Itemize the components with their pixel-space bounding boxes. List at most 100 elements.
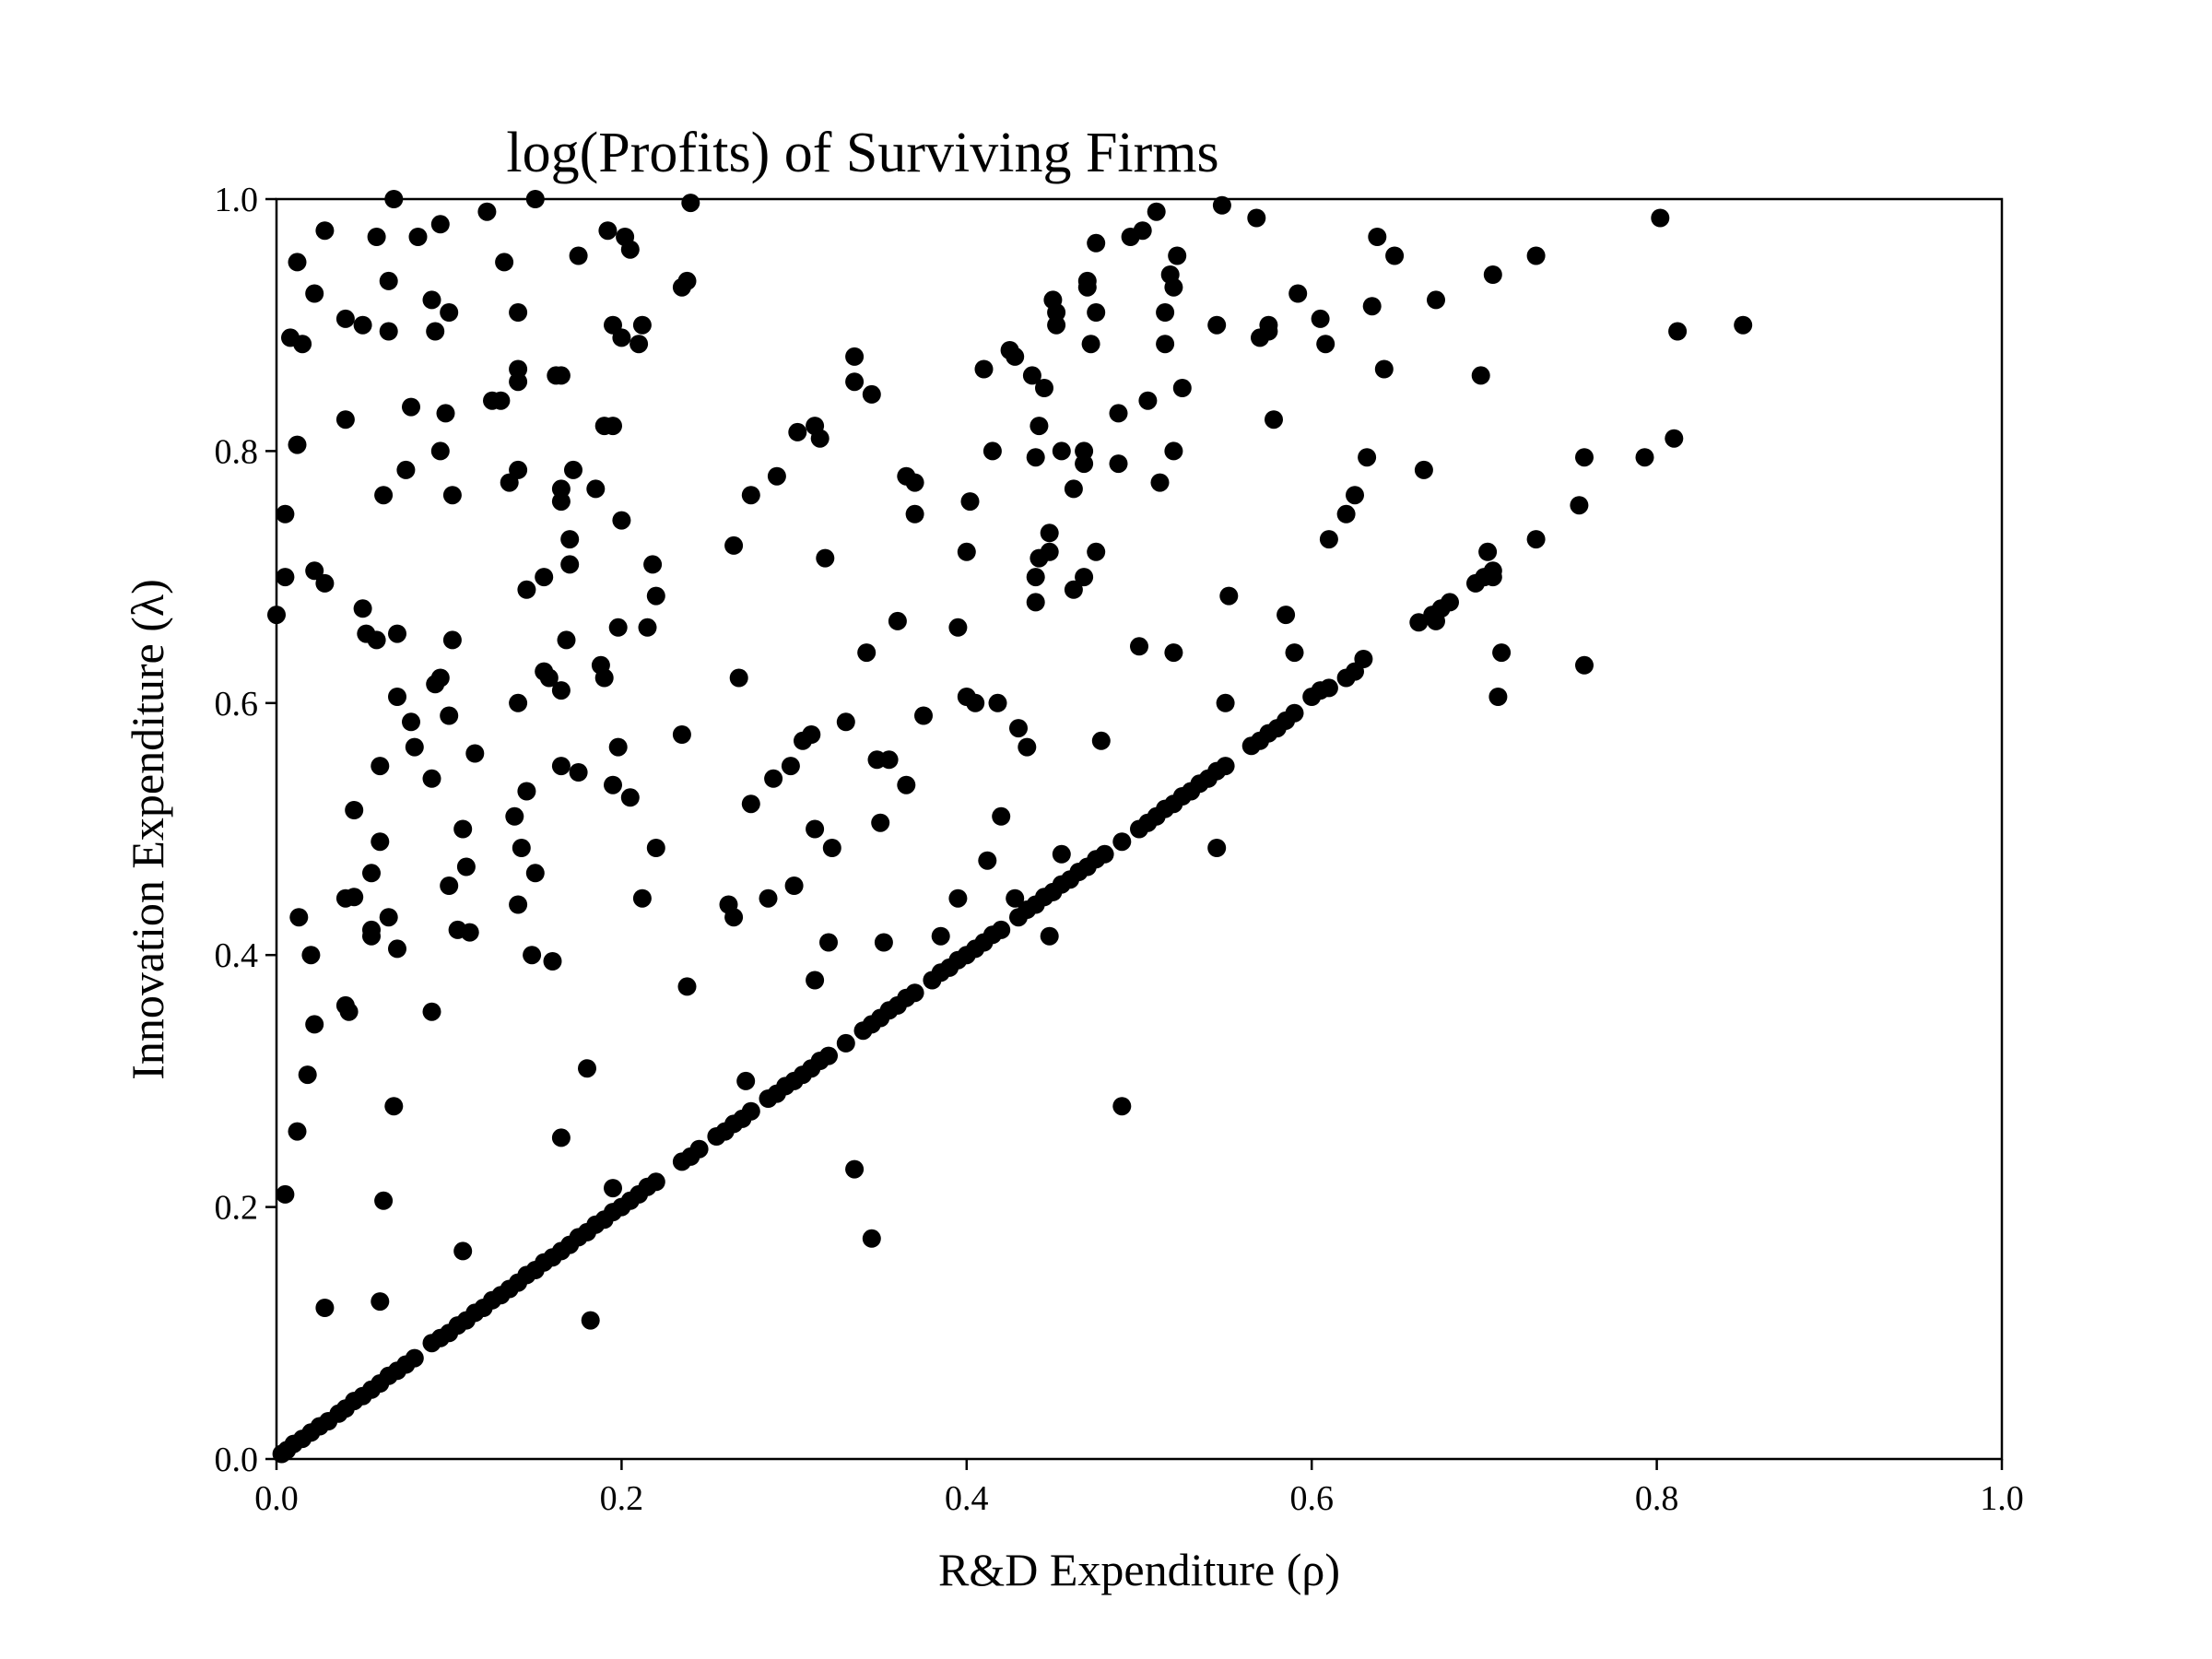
data-point [689, 1139, 709, 1159]
data-point [315, 573, 335, 593]
data-point [1319, 530, 1338, 549]
data-point [1075, 568, 1094, 587]
data-point [819, 933, 838, 952]
data-point [1030, 417, 1049, 436]
data-point [759, 888, 778, 908]
data-point [905, 983, 924, 1003]
data-point [1026, 448, 1045, 467]
data-point [638, 618, 657, 637]
data-point [1216, 693, 1235, 712]
data-point [978, 851, 997, 870]
data-point [477, 202, 497, 221]
data-point [557, 630, 576, 650]
data-point [905, 473, 924, 492]
data-point [1022, 366, 1041, 385]
data-point [1354, 650, 1373, 668]
data-point [1006, 888, 1025, 908]
data-point [1668, 322, 1688, 341]
data-point [788, 422, 807, 441]
data-point [460, 923, 479, 942]
data-point [551, 479, 571, 499]
data-point [806, 971, 825, 990]
data-point [517, 580, 536, 599]
data-point [598, 221, 618, 241]
data-point [1526, 246, 1546, 265]
data-point [293, 335, 312, 354]
data-point [362, 864, 381, 883]
data-point [1052, 441, 1071, 461]
data-point [1570, 496, 1589, 515]
data-point [1207, 839, 1227, 857]
data-point [992, 920, 1011, 939]
data-point [862, 1229, 881, 1248]
data-point [430, 441, 450, 461]
data-point [874, 933, 893, 952]
data-point [672, 725, 691, 744]
data-point [1265, 410, 1283, 429]
data-point [646, 1172, 665, 1192]
data-point [362, 926, 381, 946]
data-point [646, 586, 665, 606]
data-point [374, 1191, 394, 1210]
data-point [367, 228, 386, 246]
data-point [629, 335, 649, 354]
data-point [405, 737, 424, 757]
data-point [1362, 297, 1382, 316]
data-point [525, 864, 545, 883]
data-point [632, 888, 652, 908]
data-point [1277, 606, 1296, 625]
data-point [402, 712, 420, 732]
x-tick-label: 1.0 [1980, 1479, 2024, 1518]
y-tick-label: 0.8 [215, 432, 259, 471]
data-point [422, 290, 441, 310]
data-point [1112, 832, 1132, 852]
data-point [1488, 688, 1508, 706]
data-point [305, 1015, 324, 1034]
data-point [604, 1179, 622, 1198]
data-point [677, 271, 697, 290]
data-point [551, 492, 571, 512]
data-point [1164, 643, 1183, 663]
data-point [914, 706, 933, 725]
data-point [1346, 486, 1364, 505]
data-point [288, 253, 307, 272]
data-point [560, 555, 580, 574]
data-point [288, 1122, 307, 1141]
data-point [612, 511, 631, 530]
data-point [724, 535, 744, 555]
data-point [1492, 643, 1512, 663]
data-point [1009, 719, 1028, 738]
data-point [315, 221, 335, 241]
data-point [1087, 542, 1106, 561]
data-point [1374, 359, 1394, 379]
data-point [897, 775, 916, 794]
data-point [551, 681, 571, 700]
data-point [1526, 530, 1546, 549]
data-point [1285, 703, 1304, 723]
data-point [724, 908, 744, 927]
data-point [1665, 429, 1684, 448]
data-point [845, 372, 865, 392]
data-point [879, 750, 899, 770]
data-point [1147, 202, 1166, 221]
data-point [1064, 580, 1083, 599]
data-point [802, 725, 821, 744]
data-point [1414, 460, 1433, 479]
data-point [871, 813, 890, 832]
data-point [948, 888, 968, 908]
data-point [345, 888, 364, 907]
data-point [1336, 504, 1356, 524]
data-point [426, 322, 445, 341]
data-point [1288, 284, 1308, 303]
data-point [581, 1311, 600, 1330]
data-point [1478, 542, 1498, 561]
data-point [1087, 233, 1106, 253]
data-point [298, 1065, 317, 1085]
data-point [1172, 379, 1192, 397]
data-point [384, 1097, 404, 1116]
data-point [677, 977, 697, 996]
x-tick-label: 0.2 [600, 1479, 644, 1518]
data-point [1109, 454, 1128, 474]
data-point [836, 1033, 855, 1053]
